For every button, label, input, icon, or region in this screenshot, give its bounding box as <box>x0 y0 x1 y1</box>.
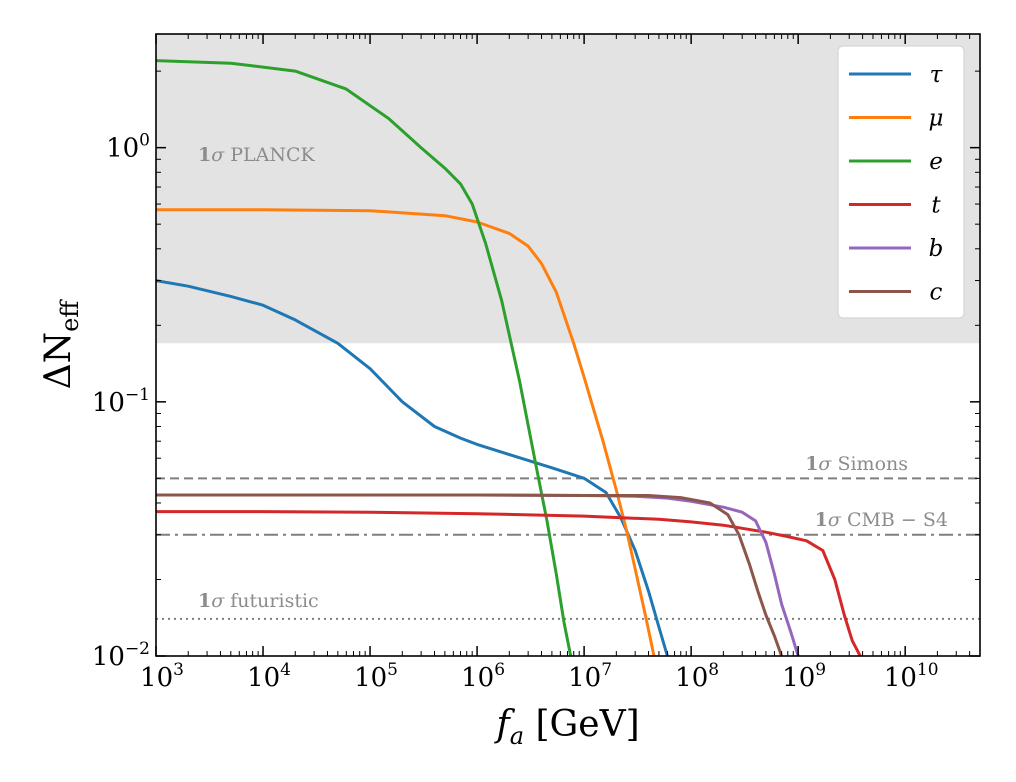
x-axis-title: fa [GeV] <box>493 704 639 750</box>
planck-label: 1σ PLANCK <box>198 144 316 166</box>
legend-label: μ <box>929 106 944 132</box>
x-tick-label: 1010 <box>884 660 939 693</box>
cmb-s4-label: 1σ CMB − S4 <box>815 509 948 531</box>
x-tick-label: 103 <box>140 660 184 693</box>
series-line-2 <box>156 59 573 656</box>
legend-label: e <box>929 149 943 175</box>
x-tick-label: 108 <box>675 660 719 693</box>
legend-box <box>837 45 965 319</box>
series-line-0 <box>156 279 669 656</box>
legend-label: τ <box>930 62 944 88</box>
x-tick-label: 104 <box>247 660 291 693</box>
y-tick-label: 10−2 <box>92 639 150 672</box>
y-tick-label: 10−1 <box>92 385 150 418</box>
x-tick-label: 105 <box>354 660 398 693</box>
simons-label: 1σ Simons <box>805 453 908 475</box>
legend-label: c <box>930 280 943 306</box>
y-axis-title: ΔNeff <box>38 299 84 390</box>
y-tick-label: 100 <box>106 131 150 164</box>
series-line-3 <box>156 510 862 656</box>
x-tick-label: 106 <box>461 660 505 693</box>
x-tick-label: 109 <box>782 660 826 693</box>
series-line-4 <box>156 493 800 656</box>
x-tick-label: 107 <box>568 660 612 693</box>
legend-label: b <box>929 236 944 262</box>
series-line-1 <box>156 208 656 656</box>
legend-label: t <box>931 193 941 219</box>
series-line-5 <box>156 493 784 656</box>
futuristic-label: 1σ futuristic <box>198 590 319 612</box>
